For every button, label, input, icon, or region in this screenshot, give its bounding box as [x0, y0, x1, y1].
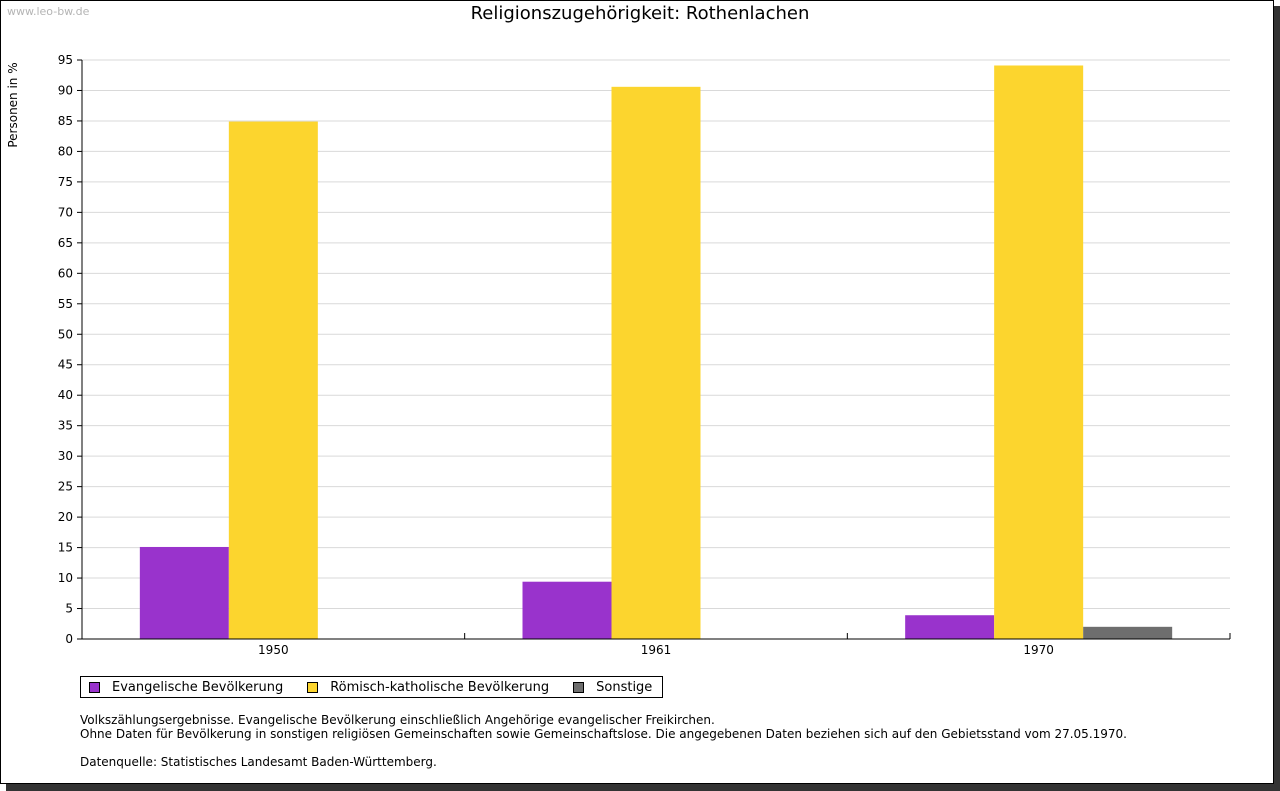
- y-tick-label: 15: [58, 541, 73, 555]
- bar-evangelisch-1961: [522, 581, 612, 639]
- y-tick-label: 70: [58, 205, 73, 219]
- y-tick-label: 30: [58, 449, 73, 463]
- axes: 0 5 10 15 20 25 30 35 40 45 50 55 60 65 70 75 80 85 90 95 19…: [58, 53, 1231, 657]
- y-tick-label: 65: [58, 236, 73, 250]
- y-tick-label: 90: [58, 83, 73, 97]
- x-tick-label: 1961: [641, 643, 672, 657]
- legend-label-sonstige: Sonstige: [596, 679, 653, 695]
- legend-item-katholisch: Römisch-katholische Bevölkerung: [307, 680, 549, 695]
- y-tick-label: 0: [65, 632, 73, 646]
- note-line-2: Ohne Daten für Bevölkerung in sonstigen …: [80, 727, 1127, 741]
- bars: [139, 65, 1173, 640]
- data-source: Datenquelle: Statistisches Landesamt Bad…: [80, 755, 437, 769]
- y-tick-label: 60: [58, 266, 73, 280]
- legend-swatch-evangelisch: [89, 681, 100, 693]
- bar-katholisch-1950: [228, 121, 318, 640]
- chart-notes: Volkszählungsergebnisse. Evangelische Be…: [80, 713, 1127, 769]
- y-tick-label: 45: [58, 358, 73, 372]
- bar-evangelisch-1970: [905, 615, 995, 639]
- legend-label-evangelisch: Evangelische Bevölkerung: [112, 679, 284, 695]
- legend-label-katholisch: Römisch-katholische Bevölkerung: [330, 679, 550, 695]
- legend-swatch-sonstige: [573, 681, 585, 693]
- y-tick-label: 20: [58, 510, 73, 524]
- y-tick-label: 40: [58, 388, 73, 402]
- y-tick-label: 55: [58, 297, 73, 311]
- y-tick-label: 25: [58, 480, 73, 494]
- legend-item-evangelisch: Evangelische Bevölkerung: [89, 680, 283, 695]
- y-tick-label: 5: [65, 602, 73, 616]
- bar-evangelisch-1950: [139, 546, 229, 639]
- y-tick-label: 50: [58, 327, 73, 341]
- y-tick-label: 85: [58, 114, 73, 128]
- x-tick-label: 1970: [1023, 643, 1054, 657]
- y-tick-label: 95: [58, 53, 73, 67]
- bar-katholisch-1970: [994, 65, 1084, 640]
- watermark: www.leo-bw.de: [7, 5, 90, 18]
- legend-item-sonstige: Sonstige: [573, 680, 652, 695]
- note-line-1: Volkszählungsergebnisse. Evangelische Be…: [80, 713, 715, 727]
- bar-sonstige-1970: [1083, 626, 1173, 639]
- x-tick-label: 1950: [258, 643, 289, 657]
- legend-swatch-katholisch: [307, 681, 319, 693]
- legend: Evangelische Bevölkerung Römisch-katholi…: [80, 676, 664, 698]
- y-tick-label: 75: [58, 175, 73, 189]
- frame-shadow-right: [1274, 6, 1280, 791]
- bar-chart: 0 5 10 15 20 25 30 35 40 45 50 55 60 65 70 75 80 85 90 95 19…: [58, 53, 1231, 657]
- y-tick-label: 10: [58, 571, 73, 585]
- y-tick-label: 35: [58, 419, 73, 433]
- frame-shadow-bottom: [6, 784, 1280, 791]
- bar-katholisch-1961: [611, 86, 701, 640]
- y-tick-label: 80: [58, 144, 73, 158]
- chart-title: Religionszugehörigkeit: Rothenlachen: [470, 3, 810, 24]
